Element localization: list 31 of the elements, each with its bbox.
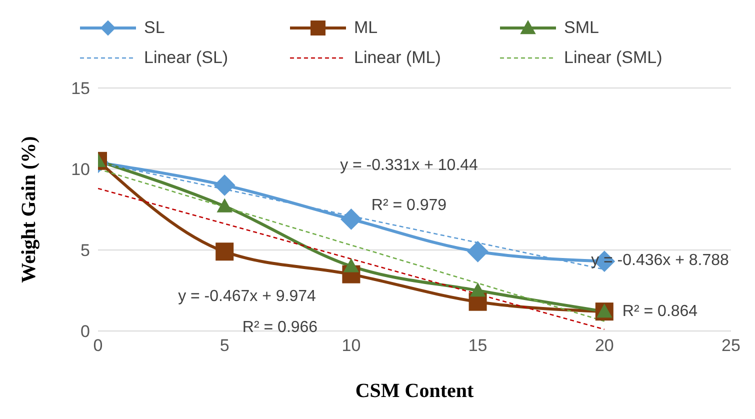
y-tick-label: 0	[80, 322, 90, 342]
y-tick-label: 5	[80, 241, 90, 260]
legend-label: Linear (ML)	[354, 48, 441, 68]
point	[214, 174, 236, 196]
point	[340, 208, 362, 230]
point	[470, 283, 486, 297]
x-tick-label: 20	[594, 336, 614, 356]
point	[467, 241, 488, 262]
x-tick-label: 15	[468, 336, 488, 356]
point	[596, 304, 612, 318]
point	[216, 242, 234, 261]
y-tick-label: 10	[71, 160, 90, 180]
y-axis-title: Weight Gain (%)	[18, 136, 40, 283]
legend-label: Linear (SML)	[564, 48, 662, 68]
point	[217, 198, 232, 212]
legend-label: Linear (SL)	[144, 48, 228, 68]
legend-label: ML	[354, 18, 378, 38]
x-tick-label: 10	[342, 336, 361, 356]
annotation: y = -0.467x + 9.974	[178, 288, 316, 306]
annotation: y = -0.331x + 10.44	[340, 157, 478, 175]
x-tick-label: 5	[220, 336, 230, 356]
point	[344, 258, 359, 272]
x-tick-label: 0	[93, 336, 103, 356]
annotation: R² = 0.966	[242, 319, 318, 337]
x-axis-title: CSM Content	[355, 380, 474, 402]
x-tick-label: 25	[722, 336, 740, 356]
annotation: R² = 0.864	[622, 303, 698, 321]
legend-label: SML	[564, 18, 599, 38]
legend-label: SL	[144, 18, 165, 38]
y-tick-label: 15	[71, 79, 90, 98]
annotation: R² = 0.979	[371, 197, 447, 215]
